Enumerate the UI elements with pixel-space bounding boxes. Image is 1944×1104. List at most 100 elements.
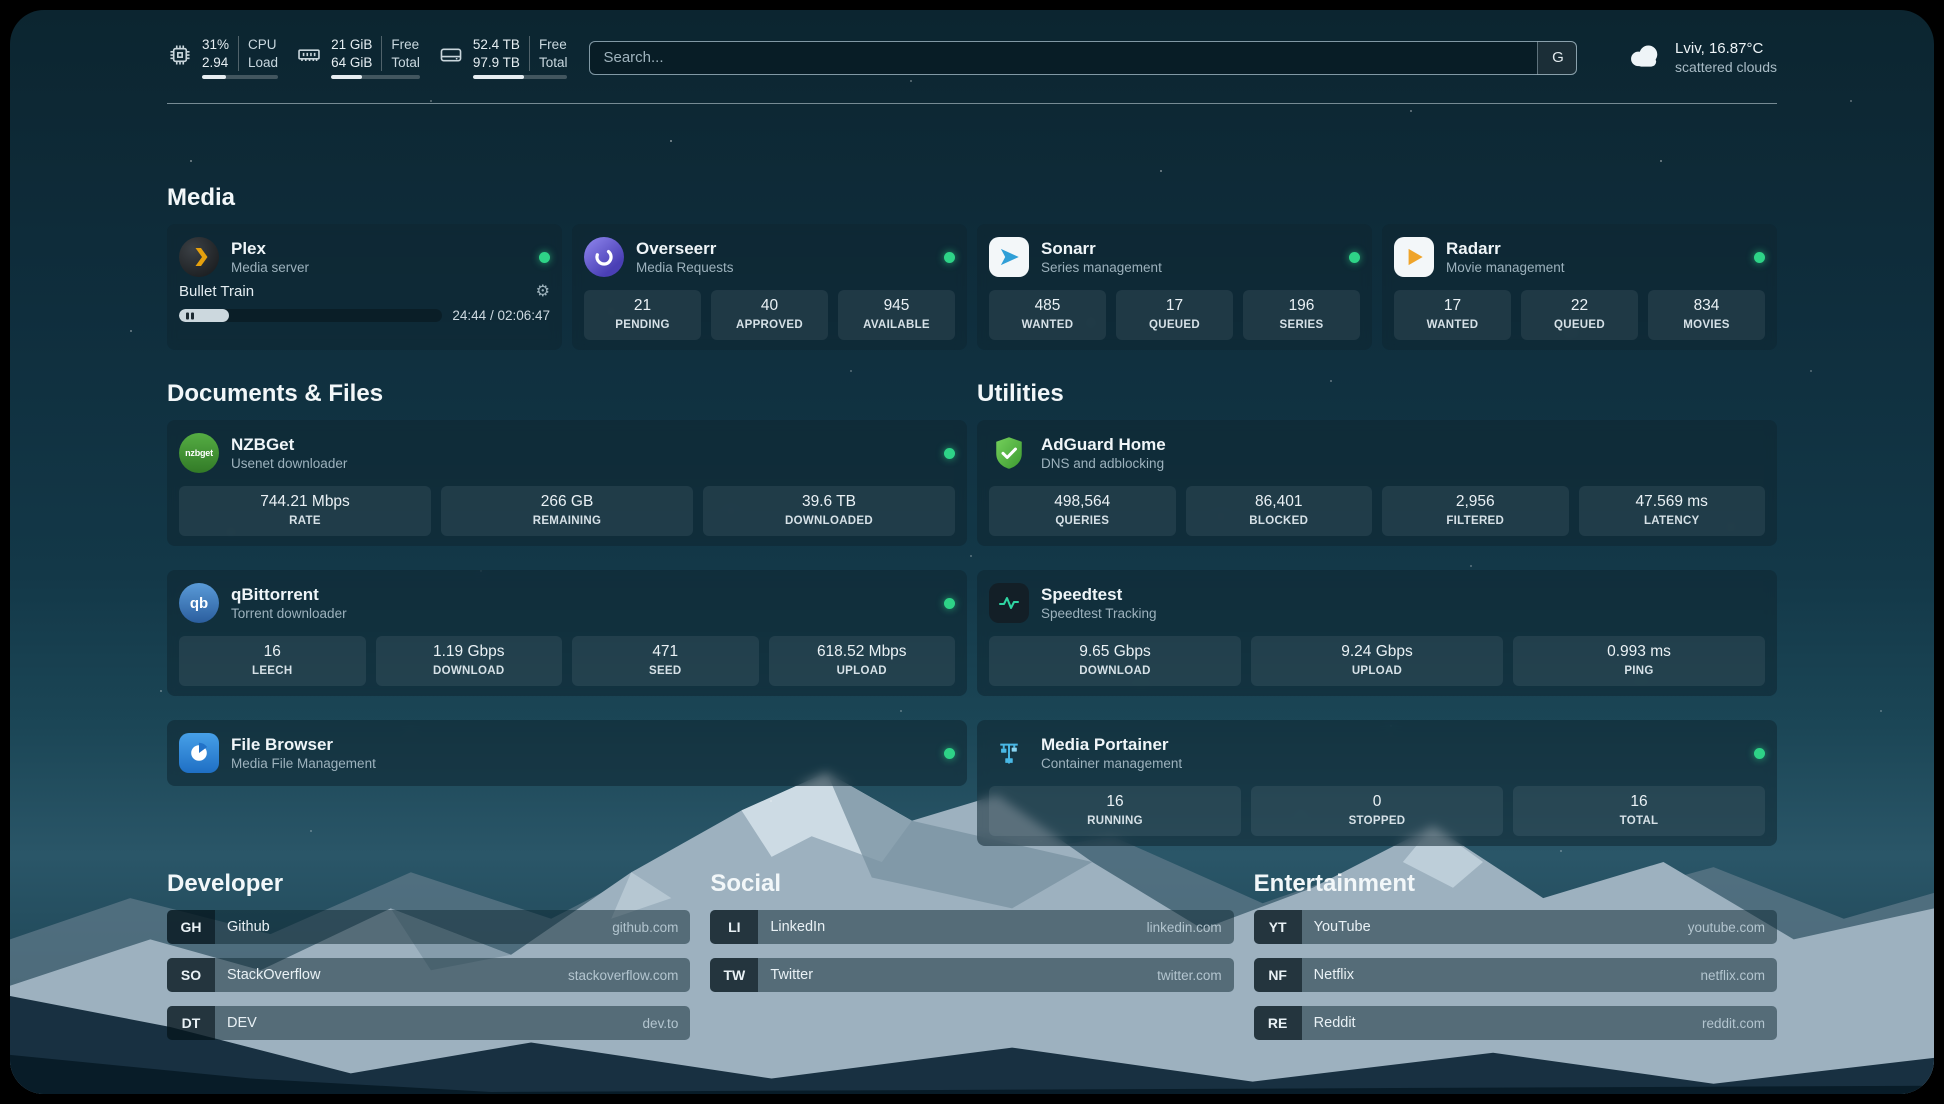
portainer-title-block: Media Portainer Container management [1041,734,1182,772]
cpu-label-top: CPU [248,37,277,52]
cpu-progress-bar [202,75,279,79]
bookmark-url: youtube.com [1687,919,1765,935]
bookmark-name: StackOverflow [227,967,321,983]
service-card-nzbget[interactable]: nzbget NZBGet Usenet downloader 744.21 M… [167,420,967,546]
stat-value: 0 [1372,793,1382,810]
stat-value: 0.993 ms [1607,643,1671,660]
bookmark-name: LinkedIn [770,919,826,935]
stat-label: DOWNLOADED [785,515,873,527]
qbittorrent-card-head: qb qBittorrent Torrent downloader [179,580,955,626]
status-dot [1754,747,1765,759]
stat-label: BLOCKED [1249,515,1309,527]
filebrowser-title-block: File Browser Media File Management [231,734,376,772]
weather-location: Lviv, 16.87°C [1675,40,1764,57]
bookmark-github[interactable]: GH Github github.com [167,910,691,944]
service-name: Media Portainer [1041,735,1169,754]
bookmark-twitter[interactable]: TW Twitter twitter.com [710,958,1234,992]
documents-section-title: Documents & Files [167,380,384,407]
service-name: qBittorrent [231,585,319,604]
bookmark-url: twitter.com [1157,967,1222,983]
service-card-speedtest[interactable]: Speedtest Speedtest Tracking 9.65 Gbps D… [977,570,1777,696]
stat-label: LEECH [252,665,293,677]
stat-label: DOWNLOAD [433,665,505,677]
cpu-label-bottom: Load [248,54,279,70]
stat-value: 16 [1106,793,1124,810]
disk-free-value: 52.4 TB [472,37,520,52]
status-dot [944,747,955,759]
disk-label-top: Free [538,37,567,52]
disk-label-bottom: Total [538,54,568,70]
service-name: Overseerr [636,239,717,258]
stat-value: 1.19 Gbps [432,643,505,660]
portainer-crane-icon [989,733,1029,773]
service-card-radarr[interactable]: Radarr Movie management 17 WANTED 22 QUE… [1382,224,1777,350]
stat-value: 266 GB [540,493,594,510]
now-playing-time: 24:44 / 02:06:47 [452,308,550,323]
bookmark-abbr: RE [1253,1006,1302,1040]
cpu-icon [167,42,193,73]
service-subtitle: Movie management [1446,260,1565,275]
bookmark-reddit[interactable]: RE Reddit reddit.com [1253,1006,1777,1040]
stat-label: REMAINING [532,515,602,527]
bookmark-linkedin[interactable]: LI LinkedIn linkedin.com [710,910,1234,944]
cpu-values: 31% 2.94 [202,36,229,71]
bookmarks-entertainment: Entertainment YT YouTube youtube.com NF … [1253,870,1777,1040]
stat-label: STOPPED [1348,815,1406,827]
pause-icon[interactable] [186,312,194,319]
social-title: Social [710,870,782,897]
bookmark-dev[interactable]: DT DEV dev.to [167,1006,691,1040]
service-card-filebrowser[interactable]: File Browser Media File Management [167,720,967,786]
speedtest-stats: 9.65 Gbps DOWNLOAD 9.24 Gbps UPLOAD 0.99… [989,636,1765,686]
stat-total: 16 TOTAL [1513,786,1765,836]
bookmark-stackoverflow[interactable]: SO StackOverflow stackoverflow.com [167,958,691,992]
service-subtitle: Media Requests [636,260,734,275]
settings-gear-icon[interactable]: ⚙ [535,283,550,300]
status-dot [944,597,955,609]
utilities-section: Utilities [977,380,1777,846]
service-card-sonarr[interactable]: Sonarr Series management 485 WANTED 17 Q… [977,224,1372,350]
utilities-section-title: Utilities [977,380,1064,407]
bookmark-url: dev.to [642,1015,679,1031]
bookmark-netflix[interactable]: NF Netflix netflix.com [1253,958,1777,992]
status-dot [944,447,955,459]
service-card-overseerr[interactable]: Overseerr Media Requests 21 PENDING 40 A… [572,224,967,350]
now-playing-progress-bar[interactable] [179,309,443,322]
service-card-adguard[interactable]: AdGuard Home DNS and adblocking 498,564 … [977,420,1777,546]
cpu-progress-fill [202,75,226,79]
bookmark-abbr: DT [167,1006,215,1040]
bookmark-youtube[interactable]: YT YouTube youtube.com [1253,910,1777,944]
service-card-qbittorrent[interactable]: qb qBittorrent Torrent downloader 16 LEE… [167,570,967,696]
memory-total-value: 64 GiB [331,54,373,70]
search-provider-button[interactable]: G [1537,40,1578,75]
radarr-card-head: Radarr Movie management [1394,234,1765,280]
service-name: Plex [231,239,266,258]
stat-pending: 21 PENDING [584,290,701,340]
service-card-plex[interactable]: Plex Media server Bullet Train ⚙ [167,224,562,350]
top-bar: 31% 2.94 CPU Load [167,10,1777,79]
stat-download: 9.65 Gbps DOWNLOAD [989,636,1241,686]
stat-wanted: 17 WANTED [1394,290,1511,340]
memory-free-value: 21 GiB [331,37,373,52]
stat-remaining: 266 GB REMAINING [441,486,693,536]
memory-widget: 21 GiB 64 GiB Free Total [296,36,420,79]
bookmark-url: stackoverflow.com [568,967,679,983]
service-name: AdGuard Home [1041,435,1166,454]
stat-label: QUEUED [1148,319,1200,331]
stat-value: 40 [760,297,779,314]
radarr-icon [1394,237,1434,277]
cpu-widget-body: 31% 2.94 CPU Load [202,36,279,79]
resource-widgets: 31% 2.94 CPU Load [167,36,568,79]
stat-label: QUEUED [1553,319,1605,331]
documents-cards: nzbget NZBGet Usenet downloader 744.21 M… [167,420,967,786]
disk-total-value: 97.9 TB [472,54,520,70]
service-subtitle: Torrent downloader [231,606,347,621]
cloud-icon [1626,41,1664,75]
bookmark-url: reddit.com [1701,1015,1765,1031]
disk-labels: Free Total [528,36,568,71]
stat-label: RATE [289,515,321,527]
bookmark-url: github.com [612,919,679,935]
stat-ping: 0.993 ms PING [1513,636,1765,686]
search-input[interactable] [589,40,1578,75]
service-card-portainer[interactable]: Media Portainer Container management 16 … [977,720,1777,846]
stat-label: TOTAL [1619,815,1659,827]
